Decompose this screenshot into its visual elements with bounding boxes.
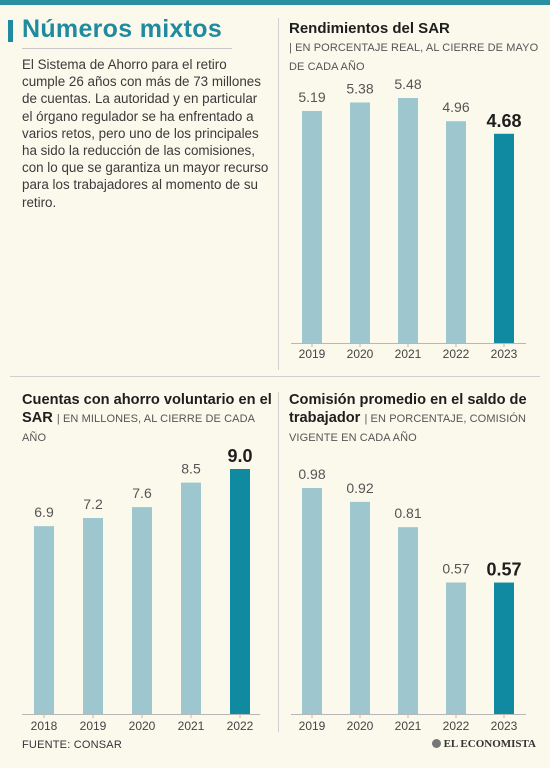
comision-value-label-2022: 0.57 (442, 561, 469, 577)
cuentas-bar-2018 (34, 526, 54, 714)
comision-value-label-2019: 0.98 (298, 466, 325, 482)
comision-bar-2023 (494, 582, 514, 714)
rendimientos-chart-group: 5.19 2019 5.38 2020 5.48 2021 4.96 2022 4.68 2023 (291, 76, 526, 361)
title-underline (22, 48, 232, 49)
rendimientos-title: Rendimientos del SAR (289, 20, 450, 37)
intro-paragraph: El Sistema de Ahorro para el retiro cump… (22, 57, 269, 210)
horizontal-divider (10, 376, 540, 377)
comision-bar-2021 (398, 527, 418, 714)
rendimientos-value-label-2021: 5.48 (394, 76, 421, 92)
rendimientos-bar-2021 (398, 98, 418, 343)
top-accent-rule (0, 0, 550, 5)
rendimientos-category-label-2021: 2021 (395, 347, 422, 361)
cuentas-chart-group: 6.9 2018 7.2 2019 7.6 2020 8.5 2021 9.0 2022 (22, 446, 260, 733)
cuentas-category-label-2022: 2022 (227, 719, 254, 733)
comision-subtitle: | EN PORCENTAJE, COMISIÓN VIGENTE EN CAD… (289, 413, 527, 444)
cuentas-bar-2020 (132, 507, 152, 714)
rendimientos-value-label-2019: 5.19 (298, 89, 325, 105)
cuentas-value-label-2018: 6.9 (34, 504, 54, 520)
comision-value-label-2020: 0.92 (346, 480, 373, 496)
rendimientos-bar-2020 (350, 102, 370, 344)
cuentas-value-label-2020: 7.6 (132, 485, 152, 501)
comision-bar-2022 (446, 582, 466, 714)
cuentas-value-label-2021: 8.5 (181, 461, 201, 477)
rendimientos-bar-2023 (494, 133, 514, 343)
cuentas-value-label-2022: 9.0 (227, 446, 252, 466)
vertical-divider-bottom (278, 392, 279, 732)
cuentas-bar-2021 (181, 482, 201, 714)
rendimientos-bar-2019 (302, 110, 322, 343)
cuentas-title-block: Cuentas con ahorro voluntario en el SAR … (22, 391, 272, 447)
rendimientos-value-label-2020: 5.38 (346, 80, 373, 96)
cuentas-subtitle: | EN MILLONES, AL CIERRE DE CADA AÑO (22, 413, 255, 444)
rendimientos-value-label-2022: 4.96 (442, 99, 469, 115)
comision-title-block: Comisión promedio en el saldo de trabaja… (289, 391, 539, 447)
cuentas-bar-2022 (230, 469, 250, 714)
cuentas-category-label-2019: 2019 (80, 719, 107, 733)
vertical-divider-top (278, 18, 279, 370)
cuentas-bar-2019 (83, 518, 103, 714)
publisher-logo: EL ECONOMISTA (431, 738, 536, 750)
comision-chart-group: 0.98 2019 0.92 2020 0.81 2021 0.57 2022 0.57 2023 (291, 466, 526, 733)
comision-value-label-2023: 0.57 (486, 560, 521, 580)
cuentas-category-label-2018: 2018 (31, 719, 58, 733)
title-accent-bar (8, 20, 13, 42)
cuentas-title: Cuentas con ahorro voluntario en el SAR (22, 392, 272, 426)
source-note: FUENTE: CONSAR (22, 739, 122, 751)
cuentas-category-label-2021: 2021 (178, 719, 205, 733)
logo-text: EL ECONOMISTA (443, 738, 536, 750)
comision-category-label-2020: 2020 (347, 719, 374, 733)
cuentas-category-label-2020: 2020 (129, 719, 156, 733)
logo-mark-icon (431, 739, 441, 748)
rendimientos-category-label-2020: 2020 (347, 347, 374, 361)
comision-title: Comisión promedio en el saldo de trabaja… (289, 392, 527, 426)
rendimientos-title-block: Rendimientos del SAR | EN PORCENTAJE REA… (289, 20, 539, 76)
comision-value-label-2021: 0.81 (394, 505, 421, 521)
rendimientos-subtitle: | EN PORCENTAJE REAL, AL CIERRE DE MAYO … (289, 42, 539, 73)
comision-bar-2019 (302, 488, 322, 714)
comision-category-label-2021: 2021 (395, 719, 422, 733)
comision-bar-2020 (350, 501, 370, 714)
comision-category-label-2019: 2019 (299, 719, 326, 733)
comision-category-label-2022: 2022 (443, 719, 470, 733)
page-title: Números mixtos (22, 15, 223, 43)
rendimientos-category-label-2022: 2022 (443, 347, 470, 361)
rendimientos-bar-2022 (446, 121, 466, 344)
cuentas-value-label-2019: 7.2 (83, 496, 103, 512)
comision-category-label-2023: 2023 (491, 719, 518, 733)
rendimientos-category-label-2023: 2023 (491, 347, 518, 361)
rendimientos-value-label-2023: 4.68 (486, 111, 521, 131)
rendimientos-category-label-2019: 2019 (299, 347, 326, 361)
